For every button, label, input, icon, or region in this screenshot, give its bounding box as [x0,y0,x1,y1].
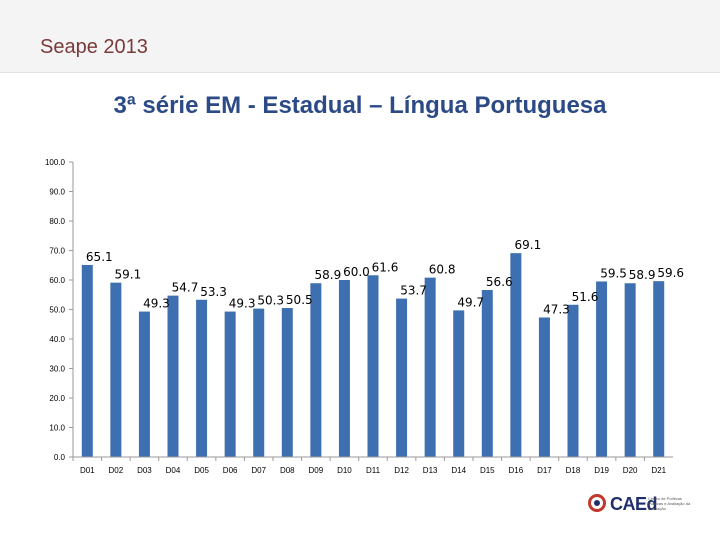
bar [367,275,379,457]
bar [167,295,179,457]
x-tick-label: D18 [566,466,581,475]
bar [624,283,636,457]
y-tick-label: 50.0 [49,306,65,315]
x-tick-label: D06 [223,466,238,475]
x-tick-label: D01 [80,466,95,475]
bar [653,281,665,457]
bar [281,308,293,457]
bar [310,283,322,457]
bar [453,310,465,457]
data-labels: 65.159.149.354.7 53.349.3 50.3 50.558.9 60.0… [86,238,684,316]
logo-subtitle: Centro de Políticas Públicas e Avaliação… [648,496,691,511]
bar [81,264,93,457]
data-label: 54.7 [172,281,199,295]
bars [81,253,665,457]
data-label: 49.7 [457,295,484,309]
bar [224,311,236,457]
bar [138,311,150,457]
x-tick-label: D05 [194,466,209,475]
x-axis: D01 D02 D03 D04 D05 D06 D07 D08 D09 D10 D11 D12 D13 D… [72,456,673,475]
y-tick-label: 40.0 [49,335,65,344]
x-tick-label: D03 [137,466,152,475]
x-tick-label: D20 [623,466,638,475]
x-tick-label: D09 [309,466,324,475]
data-label: 59.1 [114,268,141,282]
x-tick-label: D04 [166,466,181,475]
data-label: 49.3 [143,297,170,311]
x-tick-label: D14 [451,466,466,475]
x-tick-label: D02 [109,466,124,475]
data-label: 49.3 [229,297,256,311]
bar [510,253,522,457]
bar [338,280,350,457]
y-axis: 0.0 10.0 20.0 30.0 40.0 50.0 60.0 70.0 80.0 90.0 1… [45,158,74,462]
x-tick-label: D17 [537,466,552,475]
y-tick-label: 20.0 [49,394,65,403]
y-tick-label: 90.0 [49,188,65,197]
x-tick-label: D10 [337,466,352,475]
bar [481,290,493,457]
bar [596,281,608,457]
data-label: 58.9 [314,268,341,282]
x-tick-label: D11 [366,466,381,475]
slide-header: Seape 2013 [0,0,720,73]
x-tick-label: D12 [394,466,409,475]
logo-name: CAEd [610,494,658,514]
y-tick-label: 100.0 [45,158,66,167]
x-tick-label: D08 [280,466,295,475]
data-label: 56.6 [486,275,513,289]
data-label: 59.6 [657,266,684,280]
x-tick-label: D15 [480,466,495,475]
bar [253,308,265,457]
data-label: 60.8 [429,263,456,277]
x-tick-label: D21 [651,466,666,475]
y-tick-label: 70.0 [49,247,65,256]
data-label: 51.6 [572,290,599,304]
y-tick-label: 30.0 [49,365,65,374]
x-tick-label: D19 [594,466,609,475]
data-label: 61.6 [372,260,399,274]
data-label: 53.3 [200,285,227,299]
caed-logo: CAEd Centro de Políticas Públicas e Aval… [588,493,698,519]
data-label: 65.1 [86,250,113,264]
y-tick-label: 0.0 [54,453,66,462]
data-label: 50.3 [257,294,284,308]
data-label: 60.0 [343,265,370,279]
y-tick-label: 10.0 [49,424,65,433]
bar [567,304,579,457]
data-label: 58.9 [629,268,656,282]
bar [424,277,436,457]
bar [196,299,208,457]
x-tick-label: D16 [509,466,524,475]
x-tick-label: D13 [423,466,438,475]
x-tick-label: D07 [251,466,266,475]
chart-title: 3ª série EM - Estadual – Língua Portugue… [113,92,607,119]
data-label: 50.5 [286,293,313,307]
y-tick-label: 80.0 [49,217,65,226]
header-title: Seape 2013 [40,36,148,58]
data-label: 47.3 [543,302,570,316]
caed-logo-icon [588,494,606,512]
data-label: 59.5 [600,266,627,280]
y-tick-label: 60.0 [49,276,65,285]
data-label: 53.7 [400,284,427,298]
bar [538,317,550,457]
data-label: 69.1 [514,238,541,252]
bar [396,298,408,457]
bar [110,282,122,457]
